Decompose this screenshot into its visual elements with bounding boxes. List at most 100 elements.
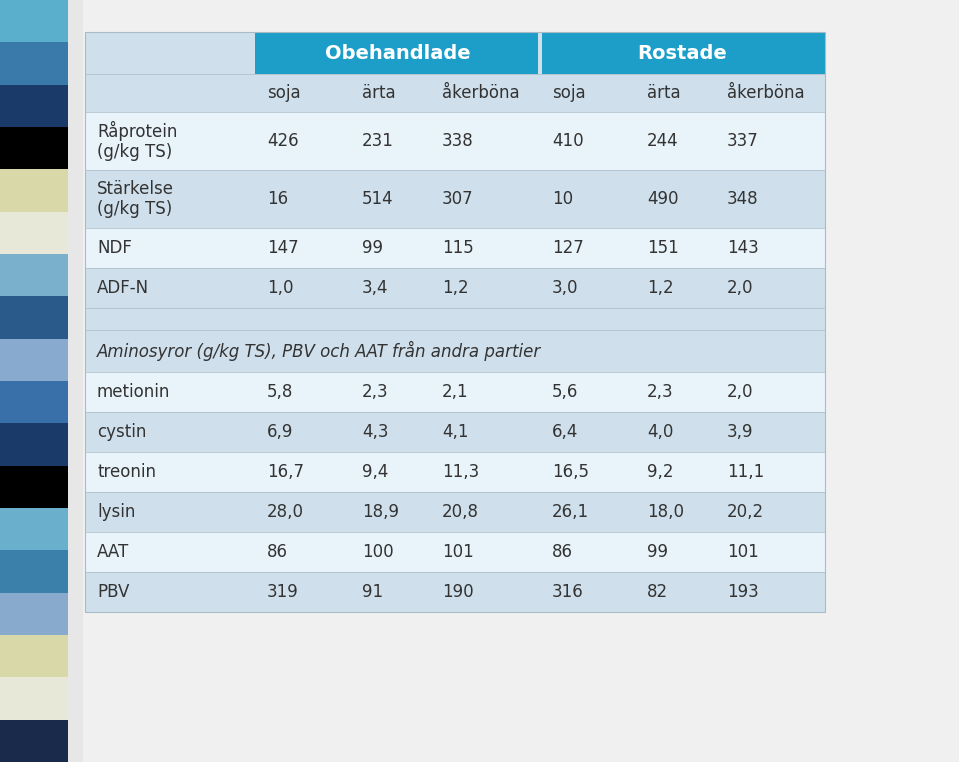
Text: åkerböna: åkerböna: [727, 84, 805, 102]
Text: 319: 319: [267, 583, 299, 601]
Text: PBV: PBV: [97, 583, 129, 601]
Bar: [538, 32, 542, 74]
Text: 6,9: 6,9: [267, 423, 293, 441]
Bar: [0, 169, 68, 212]
Bar: [85, 308, 825, 330]
Text: 16,5: 16,5: [552, 463, 589, 481]
Text: 3,0: 3,0: [552, 279, 578, 297]
Text: 244: 244: [647, 132, 679, 150]
Text: treonin: treonin: [97, 463, 156, 481]
Text: soja: soja: [552, 84, 586, 102]
Text: 3,4: 3,4: [362, 279, 388, 297]
Text: ADF-N: ADF-N: [97, 279, 150, 297]
Bar: [68, 0, 83, 762]
Text: 190: 190: [442, 583, 474, 601]
Text: 86: 86: [267, 543, 288, 561]
Bar: [85, 32, 825, 612]
Text: 16: 16: [267, 190, 288, 208]
Text: 5,8: 5,8: [267, 383, 293, 401]
Text: 5,6: 5,6: [552, 383, 578, 401]
Text: 193: 193: [727, 583, 759, 601]
Bar: [0, 85, 68, 127]
Text: 2,3: 2,3: [362, 383, 388, 401]
Text: 86: 86: [552, 543, 573, 561]
Bar: [85, 170, 825, 228]
Text: 151: 151: [647, 239, 679, 257]
Text: 4,0: 4,0: [647, 423, 673, 441]
Text: lysin: lysin: [97, 503, 135, 521]
Text: 2,3: 2,3: [647, 383, 673, 401]
Text: 20,8: 20,8: [442, 503, 479, 521]
Text: 99: 99: [647, 543, 668, 561]
Text: Rostade: Rostade: [638, 43, 727, 62]
Text: 82: 82: [647, 583, 668, 601]
Text: 9,4: 9,4: [362, 463, 388, 481]
Text: NDF: NDF: [97, 239, 132, 257]
Bar: [0, 212, 68, 254]
Text: AAT: AAT: [97, 543, 129, 561]
Bar: [255, 32, 540, 74]
Text: 147: 147: [267, 239, 298, 257]
Text: 1,0: 1,0: [267, 279, 293, 297]
Bar: [85, 330, 825, 372]
Bar: [85, 74, 825, 112]
Text: åkerböna: åkerböna: [442, 84, 520, 102]
Text: 2,1: 2,1: [442, 383, 469, 401]
Bar: [0, 719, 68, 762]
Text: 26,1: 26,1: [552, 503, 589, 521]
Text: 337: 337: [727, 132, 759, 150]
Text: metionin: metionin: [97, 383, 171, 401]
Bar: [85, 32, 255, 74]
Bar: [85, 532, 825, 572]
Bar: [0, 381, 68, 424]
Text: 127: 127: [552, 239, 584, 257]
Bar: [85, 372, 825, 412]
Text: Obehandlade: Obehandlade: [325, 43, 470, 62]
Text: 307: 307: [442, 190, 474, 208]
Text: Aminosyror (g/kg TS), PBV och AAT från andra partier: Aminosyror (g/kg TS), PBV och AAT från a…: [97, 341, 541, 361]
Text: 18,0: 18,0: [647, 503, 684, 521]
Text: cystin: cystin: [97, 423, 147, 441]
Bar: [0, 550, 68, 593]
Text: 100: 100: [362, 543, 393, 561]
Text: 16,7: 16,7: [267, 463, 304, 481]
Text: 514: 514: [362, 190, 393, 208]
Text: Stärkelse
(g/kg TS): Stärkelse (g/kg TS): [97, 180, 174, 219]
Bar: [0, 338, 68, 381]
Bar: [0, 635, 68, 677]
Text: 1,2: 1,2: [442, 279, 469, 297]
Text: 2,0: 2,0: [727, 279, 754, 297]
Text: ärta: ärta: [362, 84, 396, 102]
Bar: [0, 508, 68, 550]
Bar: [85, 492, 825, 532]
Text: 6,4: 6,4: [552, 423, 578, 441]
Text: 316: 316: [552, 583, 584, 601]
Text: 143: 143: [727, 239, 759, 257]
Text: 18,9: 18,9: [362, 503, 399, 521]
Bar: [85, 452, 825, 492]
Text: 490: 490: [647, 190, 679, 208]
Bar: [0, 254, 68, 296]
Bar: [0, 296, 68, 338]
Text: 2,0: 2,0: [727, 383, 754, 401]
Text: Råprotein
(g/kg TS): Råprotein (g/kg TS): [97, 120, 177, 162]
Bar: [0, 677, 68, 719]
Bar: [0, 593, 68, 635]
Bar: [85, 268, 825, 308]
Text: 231: 231: [362, 132, 394, 150]
Bar: [85, 412, 825, 452]
Text: 3,9: 3,9: [727, 423, 754, 441]
Bar: [0, 466, 68, 508]
Bar: [85, 112, 825, 170]
Bar: [85, 572, 825, 612]
Bar: [0, 127, 68, 169]
Text: 4,1: 4,1: [442, 423, 469, 441]
Text: 9,2: 9,2: [647, 463, 673, 481]
Text: 99: 99: [362, 239, 383, 257]
Bar: [0, 43, 68, 85]
Text: 348: 348: [727, 190, 759, 208]
Text: 11,3: 11,3: [442, 463, 480, 481]
Text: 410: 410: [552, 132, 584, 150]
Text: 11,1: 11,1: [727, 463, 764, 481]
Text: 101: 101: [727, 543, 759, 561]
